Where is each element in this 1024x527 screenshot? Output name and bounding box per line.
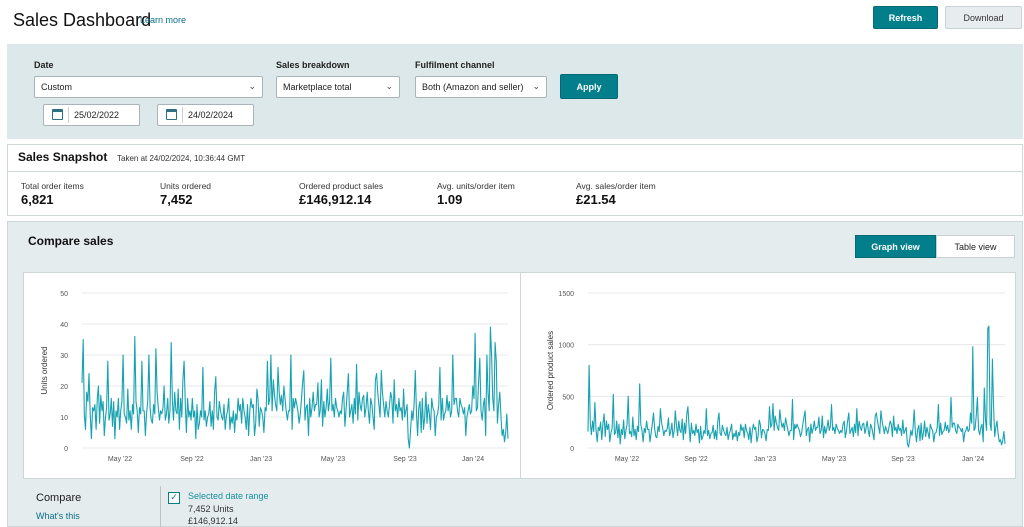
series-line bbox=[81, 326, 509, 449]
breakdown-select-value: Marketplace total bbox=[283, 82, 352, 92]
y-tick-label: 1500 bbox=[558, 291, 574, 298]
snapshot-title: Sales Snapshot bbox=[18, 150, 108, 164]
snapshot-timestamp: Taken at 24/02/2024, 10:36:44 GMT bbox=[117, 154, 246, 163]
y-axis-label: Units ordered bbox=[40, 346, 49, 394]
page-title: Sales Dashboard bbox=[13, 10, 152, 30]
breakdown-label: Sales breakdown bbox=[276, 60, 350, 70]
metric-value: £21.54 bbox=[576, 192, 616, 207]
y-tick-label: 30 bbox=[60, 353, 68, 360]
compare-sales-panel: Compare sales Graph view Table view 0 10 2… bbox=[7, 221, 1023, 527]
charts-container: 0 10 20 30 40 50 Units ordered May '22 Sep '22 Ja… bbox=[23, 272, 1016, 479]
product-sales-svg: 0 500 1000 1500 Ordered product sales May '22… bbox=[546, 291, 1006, 463]
y-tick-label: 0 bbox=[570, 446, 574, 453]
divider bbox=[8, 171, 1022, 172]
date-select[interactable]: Custom ⌄ bbox=[34, 76, 263, 98]
y-tick-label: 40 bbox=[60, 322, 68, 329]
compare-label: Compare bbox=[36, 492, 82, 504]
download-button[interactable]: Download bbox=[945, 6, 1022, 29]
metric-value: £146,912.14 bbox=[299, 192, 372, 207]
graph-view-toggle[interactable]: Graph view bbox=[855, 235, 936, 258]
metric-avg-units: Avg. units/order item 1.09 bbox=[437, 181, 515, 207]
channel-label: Fulfilment channel bbox=[415, 60, 495, 70]
breakdown-select[interactable]: Marketplace total ⌄ bbox=[276, 76, 400, 98]
x-tick-label: May '22 bbox=[108, 456, 132, 463]
learn-more-link[interactable]: Learn more bbox=[140, 15, 187, 25]
selected-range-label: Selected date range bbox=[188, 491, 269, 501]
x-tick-label: May '23 bbox=[822, 456, 846, 463]
y-tick-label: 20 bbox=[60, 384, 68, 391]
date-field-divider bbox=[68, 107, 69, 123]
metric-label: Avg. units/order item bbox=[437, 181, 515, 191]
metric-label: Units ordered bbox=[160, 181, 212, 191]
y-tick-label: 10 bbox=[60, 415, 68, 422]
y-axis-label: Ordered product sales bbox=[546, 331, 555, 410]
x-tick-label: Jan '24 bbox=[462, 456, 484, 463]
sales-snapshot: Sales Snapshot Taken at 24/02/2024, 10:3… bbox=[7, 144, 1023, 216]
selected-units: 7,452 Units bbox=[188, 504, 234, 514]
x-tick-label: May '23 bbox=[321, 456, 345, 463]
start-date-field[interactable]: 25/02/2022 bbox=[43, 104, 140, 126]
metric-ordered-product-sales: Ordered product sales £146,912.14 bbox=[299, 181, 383, 207]
x-tick-label: Sep '23 bbox=[891, 456, 915, 463]
y-tick-label: 50 bbox=[60, 291, 68, 298]
metric-label: Total order items bbox=[21, 181, 84, 191]
x-tick-label: Jan '24 bbox=[962, 456, 984, 463]
chevron-down-icon: ⌄ bbox=[532, 81, 540, 91]
compare-title: Compare sales bbox=[28, 234, 114, 248]
x-tick-label: Sep '22 bbox=[684, 456, 708, 463]
calendar-icon bbox=[166, 109, 177, 120]
metric-label: Avg. sales/order item bbox=[576, 181, 656, 191]
channel-select-value: Both (Amazon and seller) bbox=[422, 82, 524, 92]
chart-divider bbox=[520, 273, 521, 478]
channel-select[interactable]: Both (Amazon and seller) ⌄ bbox=[415, 76, 547, 98]
apply-button[interactable]: Apply bbox=[560, 74, 618, 99]
metric-value: 7,452 bbox=[160, 192, 193, 207]
metric-units-ordered: Units ordered 7,452 bbox=[160, 181, 211, 207]
top-bar: Sales Dashboard Learn more Refresh Downl… bbox=[0, 0, 1024, 44]
series-line bbox=[587, 325, 1006, 448]
end-date-value: 24/02/2024 bbox=[188, 110, 234, 120]
selected-sales: £146,912.14 bbox=[188, 516, 239, 526]
metric-value: 6,821 bbox=[21, 192, 54, 207]
checkbox-checked-icon[interactable]: ✓ bbox=[168, 492, 180, 504]
metric-value: 1.09 bbox=[437, 192, 463, 207]
whats-this-link[interactable]: What's this bbox=[36, 511, 80, 521]
x-tick-label: May '22 bbox=[615, 456, 639, 463]
chevron-down-icon: ⌄ bbox=[248, 81, 256, 91]
y-tick-label: 1000 bbox=[558, 343, 574, 350]
filter-panel: Date Custom ⌄ 25/02/2022 24/02/2024 Sale… bbox=[7, 44, 1023, 139]
x-tick-label: Sep '22 bbox=[180, 456, 204, 463]
units-ordered-svg: 0 10 20 30 40 50 Units ordered May '22 Sep '22 Ja… bbox=[40, 291, 509, 463]
chevron-down-icon: ⌄ bbox=[385, 81, 393, 91]
calendar-icon bbox=[52, 109, 63, 120]
y-tick-label: 0 bbox=[64, 446, 68, 453]
product-sales-chart: 0 500 1000 1500 Ordered product sales May '22… bbox=[521, 273, 1015, 478]
selected-date-range[interactable]: ✓ Selected date range 7,452 Units £146,9… bbox=[160, 486, 300, 527]
metric-avg-sales: Avg. sales/order item £21.54 bbox=[576, 181, 656, 207]
metric-label: Ordered product sales bbox=[299, 181, 384, 191]
x-tick-label: Jan '23 bbox=[250, 456, 272, 463]
date-select-value: Custom bbox=[41, 82, 73, 92]
metric-total-order-items: Total order items 6,821 bbox=[21, 181, 84, 207]
start-date-value: 25/02/2022 bbox=[74, 110, 120, 120]
table-view-toggle[interactable]: Table view bbox=[936, 235, 1015, 258]
x-tick-label: Sep '23 bbox=[393, 456, 417, 463]
refresh-button[interactable]: Refresh bbox=[873, 6, 938, 29]
date-label: Date bbox=[34, 60, 54, 70]
date-field-divider bbox=[182, 107, 183, 123]
units-ordered-chart: 0 10 20 30 40 50 Units ordered May '22 Sep '22 Ja… bbox=[24, 273, 520, 478]
y-tick-label: 500 bbox=[562, 394, 574, 401]
x-tick-label: Jan '23 bbox=[754, 456, 776, 463]
end-date-field[interactable]: 24/02/2024 bbox=[157, 104, 254, 126]
